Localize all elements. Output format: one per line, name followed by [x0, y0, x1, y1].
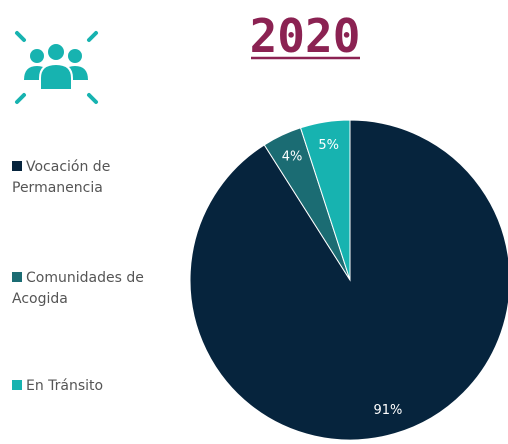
legend-swatch — [12, 272, 22, 282]
people-icon — [15, 31, 98, 104]
pie-slice — [299, 119, 351, 281]
legend-entry: Comunidades de Acogida — [12, 268, 147, 310]
legend-entry: Vocación de Permanencia — [12, 157, 147, 199]
value-label: 4% — [282, 149, 303, 164]
value-label: 91% — [373, 403, 402, 418]
legend-swatch — [12, 380, 22, 390]
legend-label: Comunidades de Acogida — [12, 270, 144, 307]
value-label: 5% — [318, 138, 339, 153]
pie-slice — [189, 119, 508, 441]
legend-swatch — [12, 161, 22, 171]
chart-title: 2020 — [250, 9, 361, 63]
legend-label: Vocación de Permanencia — [12, 159, 111, 196]
legend-entry: En Tránsito — [12, 376, 147, 397]
legend-label: En Tránsito — [26, 378, 104, 394]
